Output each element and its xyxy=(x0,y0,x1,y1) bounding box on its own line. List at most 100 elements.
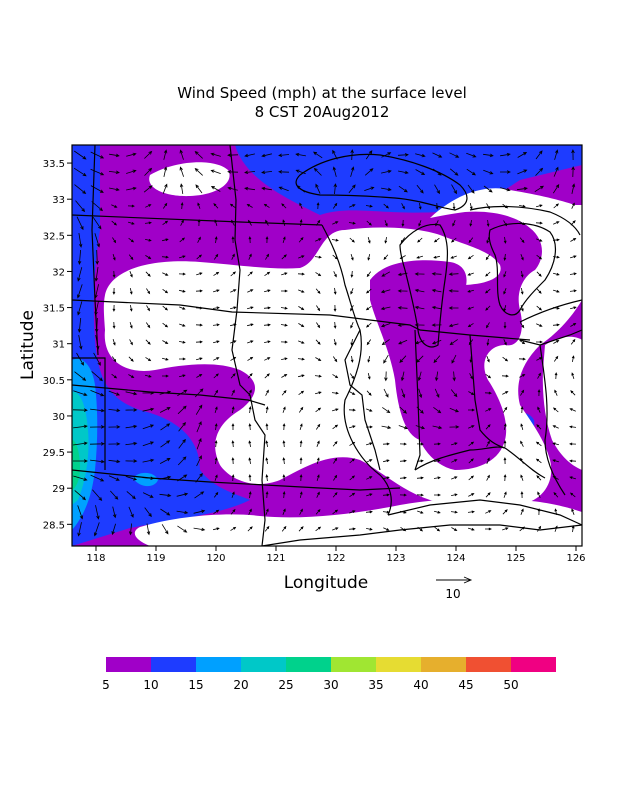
wind-vector xyxy=(145,255,152,260)
wind-vector xyxy=(282,406,286,413)
wind-vector xyxy=(210,152,221,157)
wind-vector xyxy=(248,236,252,244)
wind-vector xyxy=(125,476,138,481)
wind-vector xyxy=(179,183,184,194)
wind-vector xyxy=(91,201,104,212)
wind-vector xyxy=(178,421,186,432)
wind-vector xyxy=(554,149,559,160)
y-tick-label: 29.5 xyxy=(43,448,65,459)
wind-vector xyxy=(73,475,88,481)
wind-vector xyxy=(178,438,186,449)
wind-vector xyxy=(381,169,392,174)
wind-vector xyxy=(383,388,389,398)
y-tick-label: 29 xyxy=(52,484,65,495)
wind-vector xyxy=(78,335,83,350)
wind-vector xyxy=(416,255,424,259)
wind-vector xyxy=(160,423,171,431)
wind-vector xyxy=(468,458,474,464)
wind-vector xyxy=(350,305,354,312)
wind-vector xyxy=(213,202,219,209)
wind-vector xyxy=(467,510,475,514)
wind-vector xyxy=(486,356,490,363)
wind-vector xyxy=(143,185,153,193)
boundary-line xyxy=(261,524,582,546)
wind-vector xyxy=(431,306,442,310)
wind-vector xyxy=(95,249,99,265)
wind-vector xyxy=(162,183,168,194)
wind-vector xyxy=(418,388,423,399)
wind-vector xyxy=(468,425,475,429)
wind-vector xyxy=(397,272,408,276)
wind-vector xyxy=(194,491,205,499)
x-tick-label: 124 xyxy=(446,553,465,564)
wind-vector xyxy=(552,184,560,194)
wind-vector xyxy=(348,527,356,531)
wind-vector xyxy=(486,440,490,447)
wind-vector xyxy=(265,457,269,464)
wind-vector xyxy=(333,338,337,346)
wind-vector xyxy=(366,271,372,278)
wind-vector xyxy=(126,491,136,500)
wind-vector xyxy=(434,184,440,195)
wind-vector xyxy=(197,219,201,227)
wind-vector xyxy=(214,219,218,227)
wind-vector xyxy=(520,389,525,396)
wind-vector xyxy=(231,491,235,498)
wind-vector xyxy=(502,203,509,209)
x-axis-ticks: 118 119 120 121 122 123 124 125 126 xyxy=(86,546,586,564)
wind-vector xyxy=(552,255,560,259)
wind-vector xyxy=(247,323,254,327)
wind-vector xyxy=(112,253,116,261)
y-tick-label: 32.5 xyxy=(43,231,65,242)
wind-vector xyxy=(145,204,152,208)
wind-vector xyxy=(313,167,322,176)
wind-vector xyxy=(469,373,473,380)
wind-vector xyxy=(78,233,83,248)
wind-vector xyxy=(503,339,507,346)
wind-vector xyxy=(145,271,151,277)
wind-vector xyxy=(315,407,322,413)
wind-vector xyxy=(159,407,171,413)
wind-vector xyxy=(484,288,491,294)
wind-vector xyxy=(230,526,237,531)
wind-vector xyxy=(162,340,169,344)
wind-vector xyxy=(128,237,135,243)
wind-vector xyxy=(230,289,237,293)
wind-vector xyxy=(142,391,155,395)
wind-vector xyxy=(94,301,99,316)
wind-vector xyxy=(552,476,559,480)
wind-vector xyxy=(195,404,203,415)
wind-vector xyxy=(247,340,254,344)
wind-vector xyxy=(75,200,86,213)
wind-vector xyxy=(483,153,494,158)
wind-vector xyxy=(383,254,389,261)
wind-vector xyxy=(485,408,492,412)
wind-vector xyxy=(108,425,121,429)
wind-vector xyxy=(112,270,116,278)
wind-vector xyxy=(244,186,256,191)
wind-vector xyxy=(178,272,186,276)
wind-vector xyxy=(315,219,321,226)
wind-vector xyxy=(196,374,203,378)
wind-vector xyxy=(554,525,558,532)
wind-vector xyxy=(503,271,507,278)
wind-vector xyxy=(162,220,169,226)
wind-vector xyxy=(332,440,338,447)
colorbar-swatch xyxy=(151,657,196,672)
wind-vector xyxy=(281,525,287,532)
wind-vector xyxy=(180,219,184,226)
boundary-line xyxy=(414,329,421,471)
wind-vector xyxy=(112,237,117,244)
wind-vector xyxy=(519,374,526,378)
wind-vector xyxy=(383,203,390,209)
wind-vector xyxy=(163,149,168,160)
wind-vector xyxy=(297,272,305,276)
colorbar-swatch xyxy=(241,657,286,672)
wind-vector xyxy=(90,185,104,193)
wind-vector xyxy=(536,238,543,242)
wind-vector xyxy=(315,357,322,361)
wind-vector xyxy=(466,152,477,158)
wind-vector xyxy=(297,357,305,361)
wind-vector xyxy=(333,304,337,312)
wind-vector xyxy=(179,340,186,344)
